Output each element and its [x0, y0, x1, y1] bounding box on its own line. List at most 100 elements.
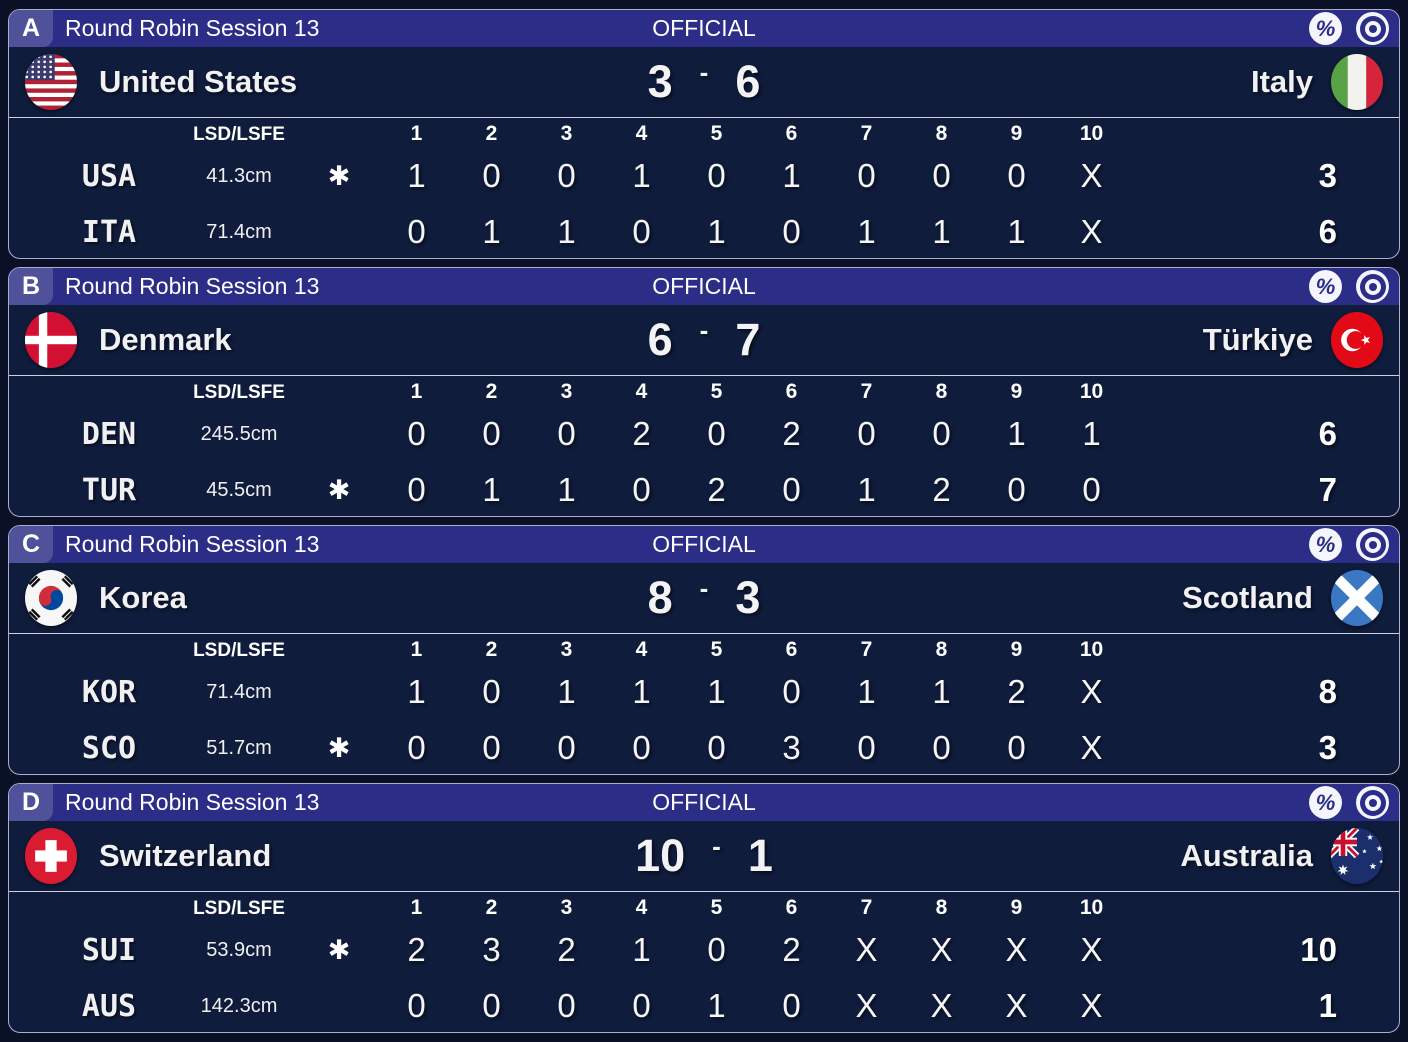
end-score-cell: 0 [1082, 471, 1101, 508]
house-target-icon[interactable] [1356, 786, 1389, 819]
end-score-cell: X [1005, 931, 1028, 968]
end-score-cell: 0 [482, 157, 501, 194]
total-score: 10 [1300, 931, 1337, 968]
target-ring-inner [1364, 278, 1381, 295]
end-score-cell: X [1080, 931, 1103, 968]
percent-glyph: % [1315, 531, 1336, 557]
end-score-cell: 0 [557, 987, 576, 1024]
scoreboard-panel: D Round Robin Session 13 OFFICIAL % Swit… [8, 783, 1400, 1033]
end-number: 7 [860, 122, 873, 145]
total-score: 1 [1318, 987, 1337, 1024]
sheet-letter-badge: A [9, 10, 53, 47]
target-center-dot [1368, 24, 1377, 33]
match-score: 8 - 3 [648, 572, 761, 624]
end-score-cell: 1 [707, 987, 726, 1024]
hammer-header-spacer [299, 146, 379, 148]
percent-stats-icon[interactable]: % [1309, 270, 1342, 303]
end-score-cell: 0 [707, 415, 726, 452]
away-score: 3 [735, 572, 761, 623]
lsd-lsfe-header: LSD/LSFE [193, 640, 285, 661]
percent-stats-icon[interactable]: % [1309, 12, 1342, 45]
status-label: OFFICIAL [652, 15, 756, 41]
lsd-value: 41.3cm [206, 164, 272, 187]
house-target-icon[interactable] [1356, 12, 1389, 45]
header-icons: % [1309, 528, 1399, 561]
percent-stats-icon[interactable]: % [1309, 528, 1342, 561]
session-title: Round Robin Session 13 [65, 15, 320, 41]
home-flag [25, 312, 77, 368]
end-score-cell: 2 [1007, 673, 1026, 710]
end-number: 8 [935, 896, 948, 919]
end-number: 3 [560, 638, 573, 661]
total-score: 8 [1318, 673, 1337, 710]
end-number: 1 [410, 638, 423, 661]
end-score-cell: 0 [932, 157, 951, 194]
house-target-icon[interactable] [1356, 270, 1389, 303]
total-score: 6 [1318, 415, 1337, 452]
divider-line [9, 375, 1399, 376]
end-number: 5 [710, 896, 723, 919]
header-icons: % [1309, 12, 1399, 45]
away-flag [1331, 828, 1383, 884]
end-score-table: LSD/LSFE 1 2 3 4 5 6 7 8 9 10 DEN 245.5cm 0 0 0 2 0 2 0 0 1 1 6… [9, 376, 1399, 516]
lsd-lsfe-header: LSD/LSFE [193, 382, 285, 403]
percent-glyph: % [1315, 15, 1336, 41]
end-score-cell: X [1080, 213, 1103, 250]
total-score: 6 [1318, 213, 1337, 250]
home-team-name: United States [99, 64, 298, 99]
panel-header: C Round Robin Session 13 OFFICIAL % [9, 526, 1399, 563]
end-score-cell: 0 [407, 471, 426, 508]
home-score: 3 [647, 56, 673, 107]
end-score-cell: 1 [707, 213, 726, 250]
divider-line [9, 633, 1399, 634]
end-score-cell: 1 [1007, 213, 1026, 250]
lsd-lsfe-header: LSD/LSFE [193, 124, 285, 145]
status-label: OFFICIAL [652, 531, 756, 557]
percent-stats-icon[interactable]: % [1309, 786, 1342, 819]
end-number: 7 [860, 638, 873, 661]
end-score-cell: 2 [932, 471, 951, 508]
panel-header: B Round Robin Session 13 OFFICIAL % [9, 268, 1399, 305]
end-score-cell: 1 [407, 157, 426, 194]
header-icons: % [1309, 270, 1399, 303]
lsd-value: 71.4cm [206, 220, 272, 243]
match-score: 6 - 7 [648, 314, 761, 366]
end-number: 2 [485, 122, 498, 145]
end-score-cell: 0 [782, 471, 801, 508]
home-flag [25, 570, 77, 626]
header-icons: % [1309, 786, 1399, 819]
end-score-cell: 0 [1007, 471, 1026, 508]
scoreboard-panel: A Round Robin Session 13 OFFICIAL % Unit… [8, 9, 1400, 259]
end-score-cell: 0 [707, 931, 726, 968]
hammer-icon: ✱ [327, 474, 351, 505]
end-score-cell: 1 [782, 157, 801, 194]
away-flag [1331, 54, 1383, 110]
team-code: ITA [81, 214, 137, 250]
code-header-spacer [39, 146, 179, 148]
sheet-letter-badge: D [9, 784, 53, 821]
away-score: 6 [735, 56, 761, 107]
end-score-cell: 0 [557, 729, 576, 766]
end-number: 6 [785, 896, 798, 919]
home-flag [25, 828, 77, 884]
end-score-cell: 0 [482, 987, 501, 1024]
scoreboard-panel: B Round Robin Session 13 OFFICIAL % Denm… [8, 267, 1400, 517]
total-score: 3 [1318, 157, 1337, 194]
end-number: 4 [635, 122, 648, 145]
end-score-cell: 2 [782, 931, 801, 968]
hammer-header-spacer [299, 662, 379, 664]
end-score-cell: 0 [782, 987, 801, 1024]
team-code: USA [81, 158, 137, 194]
end-score-cell: 1 [932, 673, 951, 710]
house-target-icon[interactable] [1356, 528, 1389, 561]
end-score-cell: 1 [632, 157, 651, 194]
target-ring-inner [1364, 536, 1381, 553]
end-number: 5 [710, 122, 723, 145]
away-team-name: Türkiye [1202, 322, 1313, 357]
home-score: 6 [647, 314, 673, 365]
panel-header: A Round Robin Session 13 OFFICIAL % [9, 10, 1399, 47]
target-ring-outer [1359, 15, 1386, 42]
end-score-cell: 1 [632, 931, 651, 968]
end-number: 10 [1079, 122, 1104, 145]
